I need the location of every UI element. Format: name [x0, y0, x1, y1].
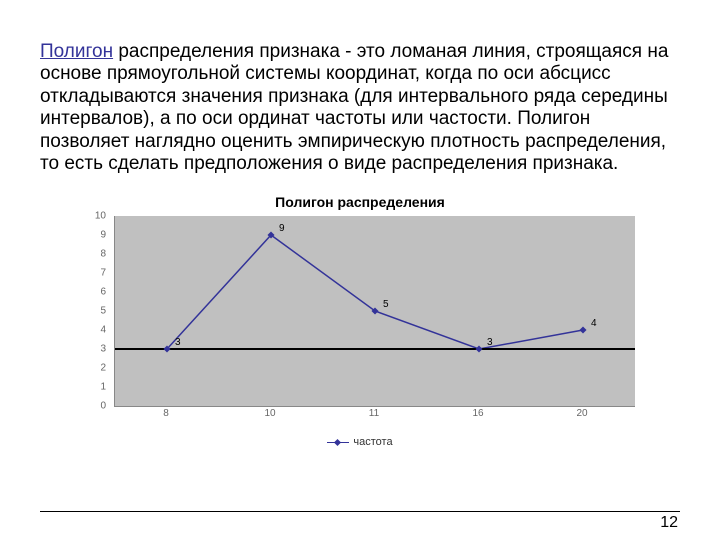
chart-plot-area: 3 9 5 3 4 — [114, 216, 635, 407]
footer-divider — [40, 511, 680, 512]
chart-legend: частота — [80, 436, 640, 448]
slide: Полигон распределения признака - это лом… — [0, 0, 720, 540]
chart-value-label: 9 — [279, 223, 285, 234]
y-tick-label: 2 — [100, 363, 106, 374]
x-tick-label: 16 — [472, 408, 483, 419]
y-tick-label: 7 — [100, 268, 106, 279]
y-tick-label: 10 — [95, 211, 106, 222]
paragraph-rest: распределения признака - это ломаная лин… — [40, 41, 668, 174]
chart-title: Полигон распределения — [40, 194, 680, 210]
chart-value-label: 4 — [591, 318, 597, 329]
y-axis-labels: 012345678910 — [80, 216, 110, 406]
y-tick-label: 0 — [100, 401, 106, 412]
lead-term: Полигон — [40, 41, 113, 62]
y-tick-label: 4 — [100, 325, 106, 336]
y-tick-label: 8 — [100, 249, 106, 260]
chart-line — [167, 235, 583, 349]
y-tick-label: 1 — [100, 382, 106, 393]
y-tick-label: 5 — [100, 306, 106, 317]
x-tick-label: 20 — [576, 408, 587, 419]
legend-marker-icon — [327, 442, 349, 443]
legend-label: частота — [353, 436, 392, 448]
y-tick-label: 3 — [100, 344, 106, 355]
x-tick-label: 8 — [163, 408, 169, 419]
y-tick-label: 6 — [100, 287, 106, 298]
x-tick-label: 10 — [264, 408, 275, 419]
definition-paragraph: Полигон распределения признака - это лом… — [40, 41, 680, 175]
chart-value-label: 5 — [383, 299, 389, 310]
x-tick-label: 11 — [369, 408, 379, 419]
page-number: 12 — [660, 514, 678, 532]
chart-value-label: 3 — [175, 337, 181, 348]
chart-svg: 3 9 5 3 4 — [115, 216, 635, 406]
chart-value-label: 3 — [487, 337, 493, 348]
x-axis-labels: 8 10 11 16 20 — [114, 408, 634, 424]
y-tick-label: 9 — [100, 230, 106, 241]
chart-container: 012345678910 39534 810111620 частота — [80, 216, 640, 426]
chart-marker — [475, 346, 482, 353]
chart-marker — [579, 327, 586, 334]
